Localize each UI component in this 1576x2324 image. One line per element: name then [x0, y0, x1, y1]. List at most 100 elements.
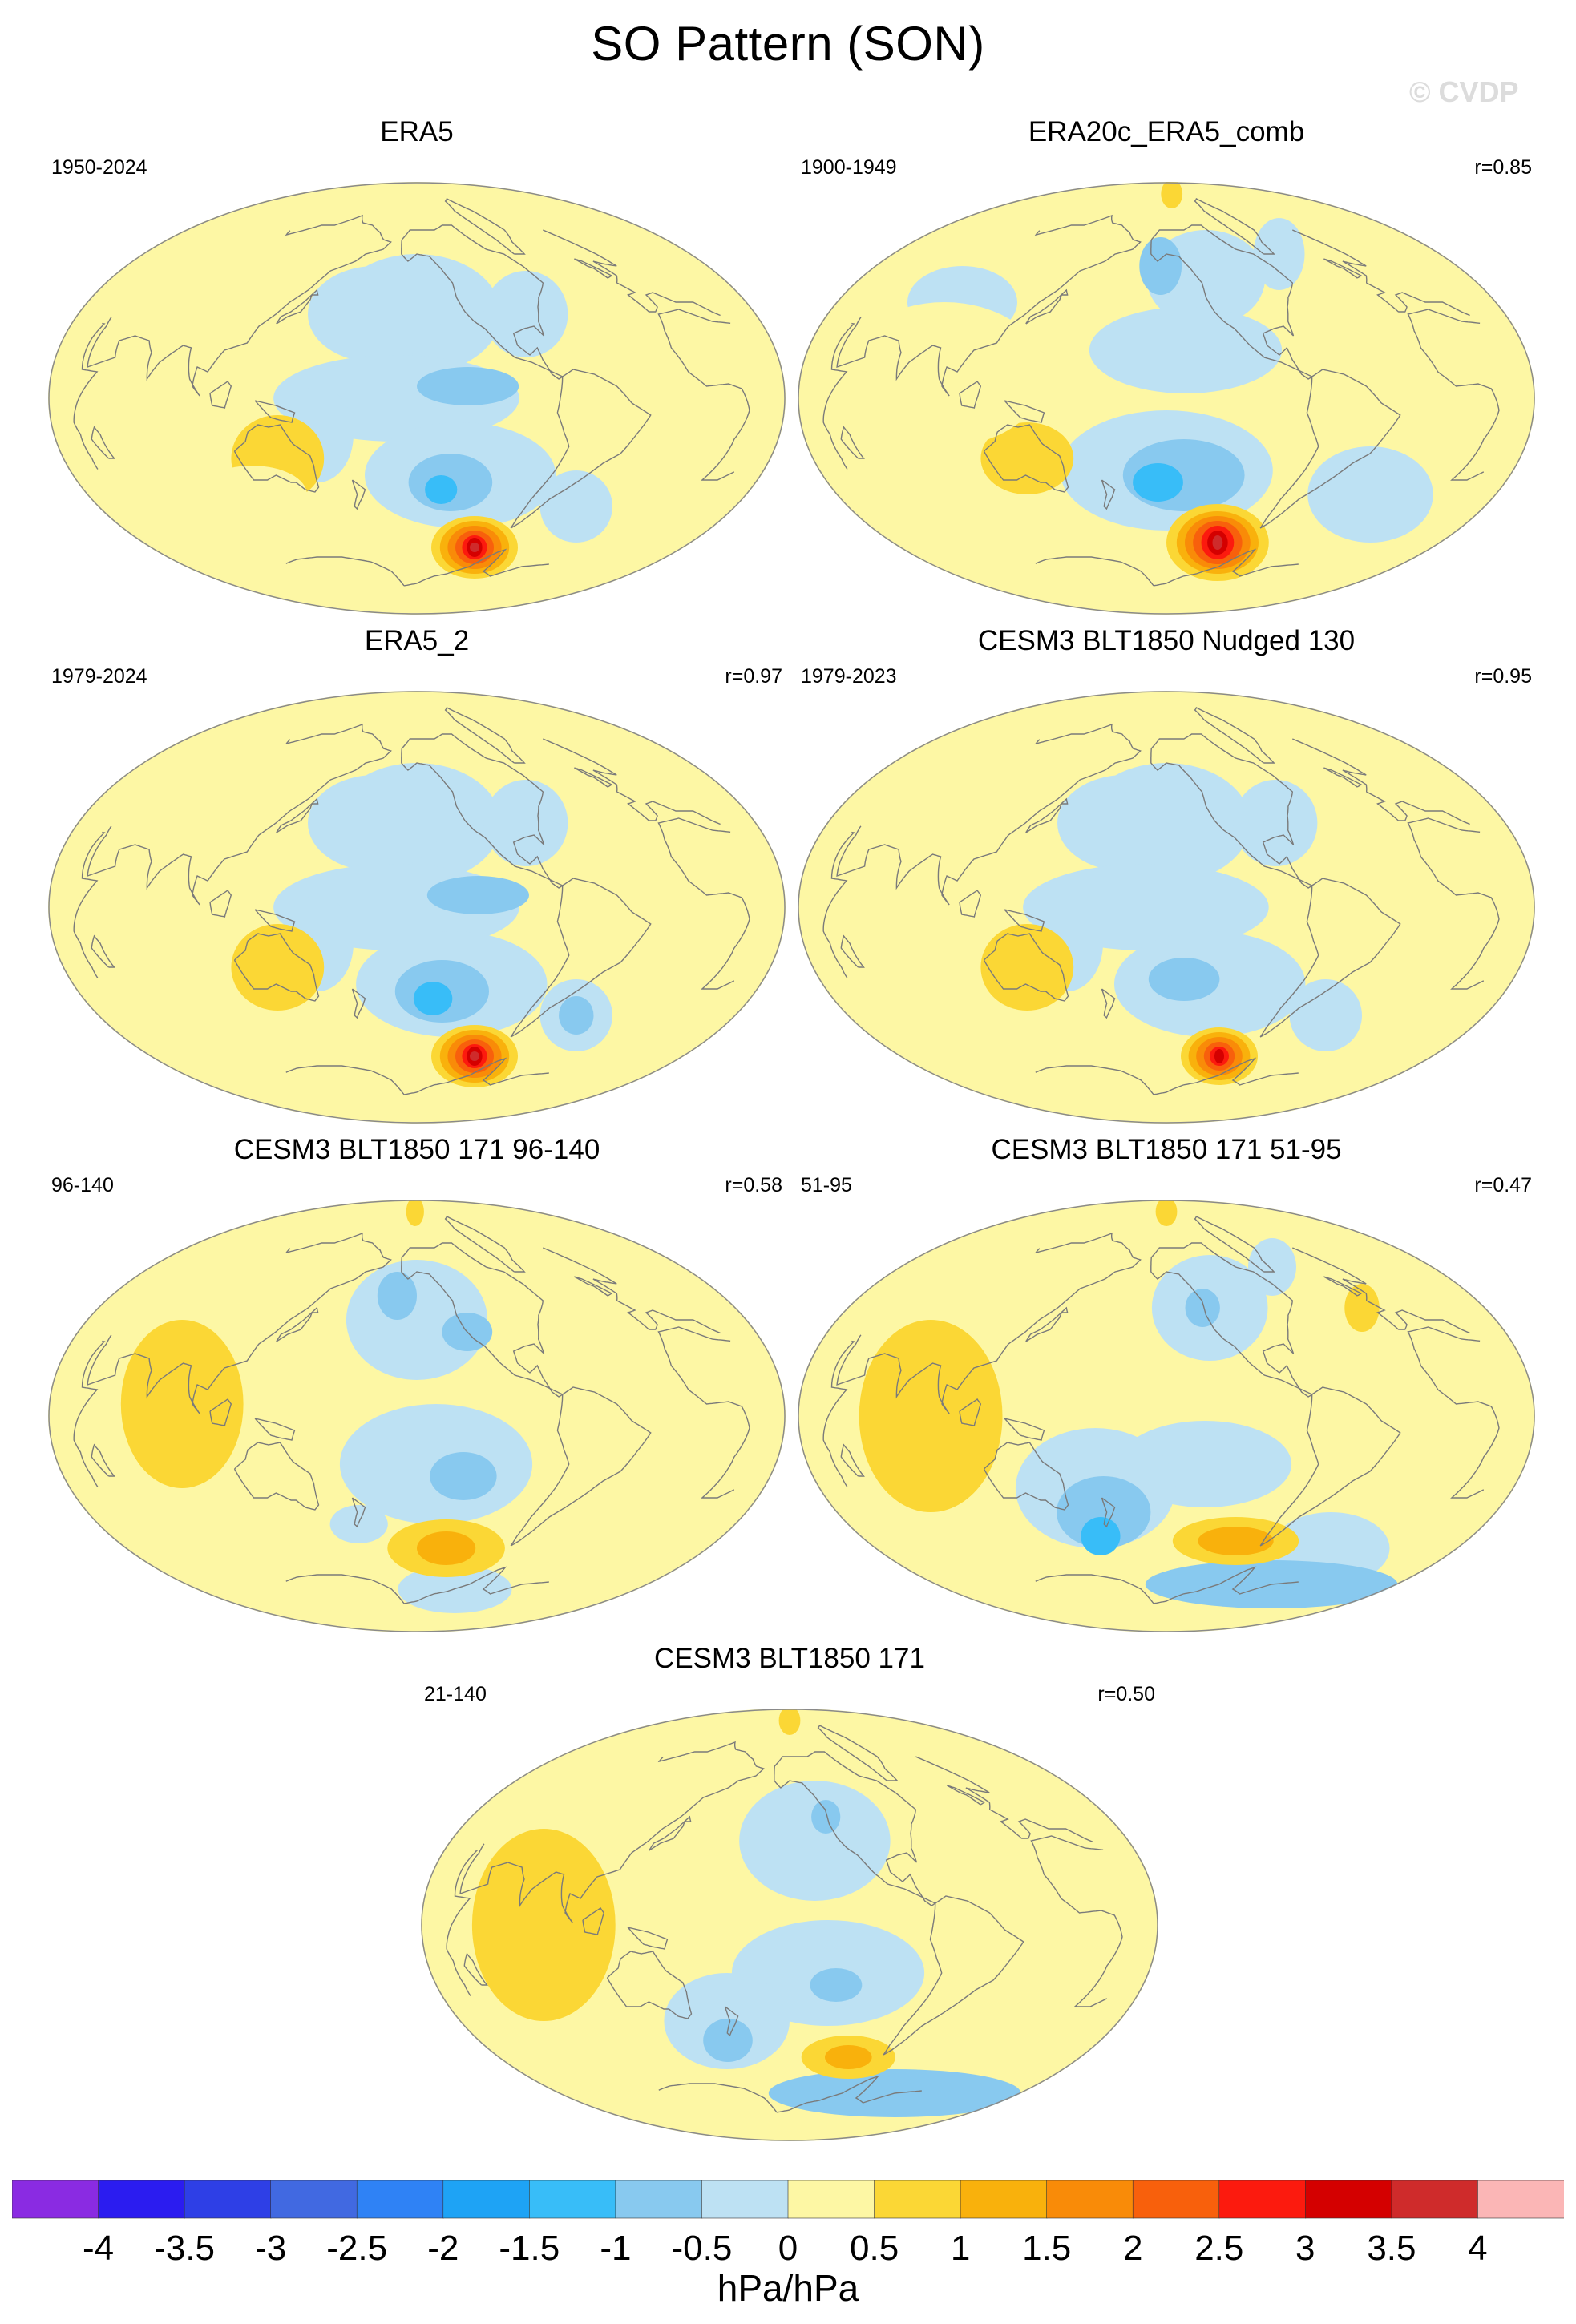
coastline [91, 426, 115, 459]
anomaly-contour [1081, 1517, 1121, 1555]
coastline [209, 890, 232, 918]
panel-correlation: r=0.95 [1474, 665, 1532, 688]
coastline [1194, 198, 1275, 255]
anomaly-contour [426, 876, 529, 914]
coastline [209, 381, 232, 409]
anomaly-contour [196, 466, 307, 523]
panel-period: 1979-2024 [51, 665, 147, 688]
coastline [401, 224, 564, 380]
panel-title: ERA5 [380, 116, 454, 147]
coastline [510, 369, 652, 529]
coastline [1004, 400, 1045, 423]
coastline [1323, 258, 1363, 279]
anomaly-contour [859, 1320, 1003, 1512]
coastline [73, 309, 750, 481]
coastline [459, 1741, 1093, 1923]
coastline [1035, 1566, 1299, 1604]
coastline [840, 1443, 865, 1477]
coastline [649, 1815, 692, 1851]
coastline [285, 548, 549, 587]
map-canvas [48, 182, 786, 615]
coastline [840, 426, 865, 459]
panel-period: 1900-1949 [801, 156, 897, 179]
anomaly-contour [329, 1505, 388, 1543]
anomaly-contour [1133, 463, 1183, 502]
coastline [1025, 1306, 1069, 1342]
coastline [836, 723, 1470, 906]
colorbar-bin [1391, 2180, 1479, 2219]
map-outline [798, 691, 1535, 1124]
anomaly-contour [483, 271, 568, 357]
panel-title: ERA20c_ERA5_comb [1028, 116, 1305, 147]
map-outline [48, 1200, 786, 1632]
coastline [351, 479, 366, 510]
coastline [1101, 479, 1116, 510]
coastline [1150, 1242, 1314, 1398]
coastline [254, 1418, 296, 1441]
colorbar-bin [787, 2180, 875, 2219]
coastline [627, 1927, 669, 1950]
coastline [1035, 1057, 1299, 1095]
panel-period: 51-95 [801, 1174, 852, 1196]
coastline [1004, 1418, 1045, 1441]
map-canvas [798, 1200, 1535, 1632]
anomaly-contour [559, 996, 594, 1035]
panel-correlation: r=0.47 [1474, 1174, 1532, 1196]
coastline [91, 1443, 115, 1477]
map-panel: CESM3 BLT1850 Nudged 130 1979-2023 r=0.9… [798, 625, 1535, 1124]
coastline [1194, 707, 1275, 764]
colorbar-bin [529, 2180, 616, 2219]
coastline [1004, 909, 1045, 932]
coastline [276, 1306, 319, 1342]
map-outline [48, 182, 786, 615]
colorbar-tick-label: 4 [1468, 2229, 1487, 2266]
panel-period: 96-140 [51, 1174, 114, 1196]
map-outline [798, 182, 1535, 615]
figure-title: SO Pattern (SON) [591, 17, 985, 71]
coastline [444, 707, 526, 764]
colorbar: -4 -3.5 -3 -2.5 -2 -1.5 -1 -0.5 0 0.5 1 1.5 2 2.5 3 3.5… [12, 2180, 1564, 2266]
anomaly-contour [980, 924, 1074, 1011]
anomaly-contour [825, 2045, 872, 2069]
coastline [658, 2075, 922, 2113]
colorbar-tick-label: 0 [778, 2229, 798, 2266]
colorbar-tick-label: 3.5 [1367, 2229, 1416, 2266]
panel-period: 1979-2023 [801, 665, 897, 688]
panel-correlation: r=0.85 [1474, 156, 1532, 179]
anomaly-contour [483, 780, 568, 866]
anomaly-contour [739, 1781, 891, 1901]
coastline [817, 1725, 899, 1781]
coastline [444, 198, 526, 255]
anomaly-contour [413, 982, 453, 1015]
panel-title: CESM3 BLT1850 Nudged 130 [977, 625, 1356, 656]
anomaly-contour [778, 1709, 801, 1735]
coastline [724, 2006, 739, 2037]
colorbar-bin [1305, 2180, 1392, 2219]
coastline [87, 1232, 721, 1414]
map-canvas [48, 691, 786, 1124]
colorbar-tick-label: -1 [600, 2229, 631, 2266]
anomaly-contour [1248, 1238, 1296, 1296]
coastline [276, 288, 319, 325]
anomaly-contour [1185, 1289, 1220, 1327]
colorbar-bin [701, 2180, 789, 2219]
panel-correlation: r=0.50 [1097, 1683, 1155, 1705]
anomaly-contour [417, 1531, 476, 1565]
colorbar-tick-label: -2.5 [326, 2229, 387, 2266]
coastline [983, 424, 1069, 493]
coastline [73, 1326, 750, 1499]
anomaly-contour [1289, 979, 1362, 1051]
coastline [883, 1895, 1024, 2056]
coastline [276, 797, 319, 833]
colorbar-tick-label: -1.5 [499, 2229, 560, 2266]
map-canvas [421, 1709, 1158, 2141]
coastline [822, 1326, 1500, 1499]
panel-title: CESM3 BLT1850 171 [654, 1643, 925, 1674]
colorbar-bin [960, 2180, 1048, 2219]
coastline [351, 1497, 366, 1528]
coastline [87, 214, 721, 397]
colorbar-tick-label: -2 [427, 2229, 459, 2266]
coastline [822, 309, 1500, 481]
coastline [947, 1785, 986, 1806]
colorbar-tick-label: 0.5 [850, 2229, 899, 2266]
